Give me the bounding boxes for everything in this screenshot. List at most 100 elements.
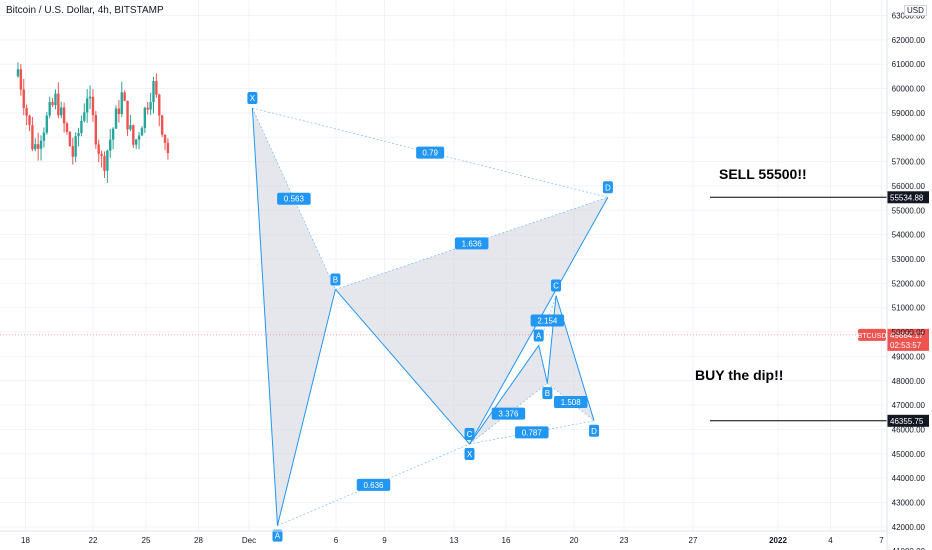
y-tick-label: 53000.00 [892, 255, 926, 264]
pattern-fill [469, 345, 548, 445]
candle-body [45, 115, 49, 133]
candle-body [74, 136, 77, 157]
pattern-point-label: D [605, 183, 611, 192]
buy-annotation[interactable]: BUY the dip!! [695, 367, 784, 383]
y-tick-label: 44000.00 [892, 474, 926, 483]
pattern-point-label: A [536, 331, 542, 340]
candle-body [28, 115, 31, 126]
x-tick-label: Dec [242, 536, 256, 545]
y-tick-label: 60000.00 [892, 85, 926, 94]
pattern-point-label: C [467, 430, 473, 439]
candle-body [163, 134, 167, 143]
x-tick-label: 28 [194, 536, 203, 545]
x-tick-label: 16 [502, 536, 511, 545]
candle-body [155, 81, 158, 95]
level-price-label: 46355.75 [890, 417, 924, 426]
pattern-fill [252, 108, 336, 526]
pattern-point-badge [542, 387, 553, 400]
candle-body [111, 128, 115, 140]
candle-body [114, 108, 118, 129]
x-tick-label: 7 [879, 536, 884, 545]
y-tick-label: 54000.00 [892, 231, 926, 240]
pattern-point-badge [602, 181, 613, 194]
candle-body [126, 100, 129, 130]
candle-body [109, 139, 112, 151]
candle-body [22, 89, 25, 109]
y-tick-label: 63000.00 [892, 12, 926, 21]
candle-body [158, 94, 161, 116]
y-tick-label: 41000.00 [892, 547, 926, 550]
candle-body [106, 150, 109, 171]
candle-body [25, 108, 28, 116]
ratio-label: 0.636 [363, 481, 384, 490]
candle-body [71, 146, 74, 157]
ratio-badge [530, 314, 565, 327]
ratio-badge [491, 407, 526, 420]
pattern-leg [546, 295, 557, 384]
pattern-ratio-line [469, 420, 595, 445]
candle-body [134, 139, 138, 145]
harmonic-patterns [251, 107, 609, 526]
candle-body [48, 102, 51, 116]
candle-body [120, 92, 123, 115]
pattern-leg [335, 289, 470, 445]
candle-body [129, 125, 132, 130]
ratio-badge [515, 426, 549, 439]
sell-annotation[interactable]: SELL 55500!! [719, 166, 807, 182]
pattern-leg [469, 345, 540, 445]
candle-body [31, 125, 34, 150]
y-tick-label: 50000.00 [892, 328, 926, 337]
ratio-label: 2.154 [537, 316, 558, 325]
pattern-point-badge [464, 428, 475, 441]
candle-body [60, 107, 63, 116]
ratio-label: 1.508 [561, 398, 582, 407]
y-tick-label: 55000.00 [892, 206, 926, 215]
pattern-fill [335, 197, 608, 445]
y-tick-label: 46000.00 [892, 425, 926, 434]
price-axis: 41000.00 42000.00 43000.00 44000.00 45000.00… [886, 0, 926, 550]
y-tick-label: 52000.00 [892, 279, 926, 288]
candle-body [36, 144, 40, 149]
x-tick-label: 18 [21, 536, 30, 545]
candle-body [117, 108, 121, 115]
pattern-point-badge [551, 279, 562, 292]
candle-body [62, 107, 66, 124]
currency-label[interactable]: USD [904, 5, 927, 16]
pattern-point-label: A [275, 532, 281, 541]
candle-body [51, 102, 54, 106]
y-tick-label: 61000.00 [892, 60, 926, 69]
candle-body [83, 112, 86, 121]
pattern-point-label: C [553, 282, 559, 291]
candle-body [94, 115, 98, 145]
candle-body [80, 120, 83, 134]
candle-body [54, 93, 57, 106]
x-tick-label: 20 [570, 536, 579, 545]
pattern-point-label: B [333, 275, 338, 284]
x-tick-label: 22 [89, 536, 98, 545]
candle-body [88, 96, 92, 99]
ratio-badge [277, 192, 311, 205]
pattern-leg [276, 289, 336, 526]
pattern-labels: X A B C D 0.563 1.636 0.79 0.636 X A B C D 2.154 1.508 3… [247, 92, 613, 542]
candle-body [91, 96, 95, 116]
candle-body [160, 115, 164, 135]
x-tick-label: 13 [450, 536, 459, 545]
level-price-badge [887, 414, 929, 427]
candle-body [57, 93, 60, 116]
x-tick-label: 6 [334, 536, 339, 545]
pattern-point-label: D [591, 427, 597, 436]
y-tick-label: 58000.00 [892, 133, 926, 142]
chart-title: Bitcoin / U.S. Dollar, 4h, BITSTAMP [6, 5, 164, 16]
pattern-point-label: X [467, 450, 473, 459]
pattern-ratio-line [252, 107, 608, 198]
candle-body [42, 132, 46, 141]
candle-body [137, 135, 141, 140]
candle-body [68, 131, 72, 147]
candle-body [149, 102, 152, 110]
y-tick-label: 49000.00 [892, 352, 926, 361]
candle-body [103, 155, 106, 171]
x-tick-label: 2022 [769, 536, 787, 545]
candle-body [34, 144, 37, 150]
candle-body [97, 144, 100, 154]
